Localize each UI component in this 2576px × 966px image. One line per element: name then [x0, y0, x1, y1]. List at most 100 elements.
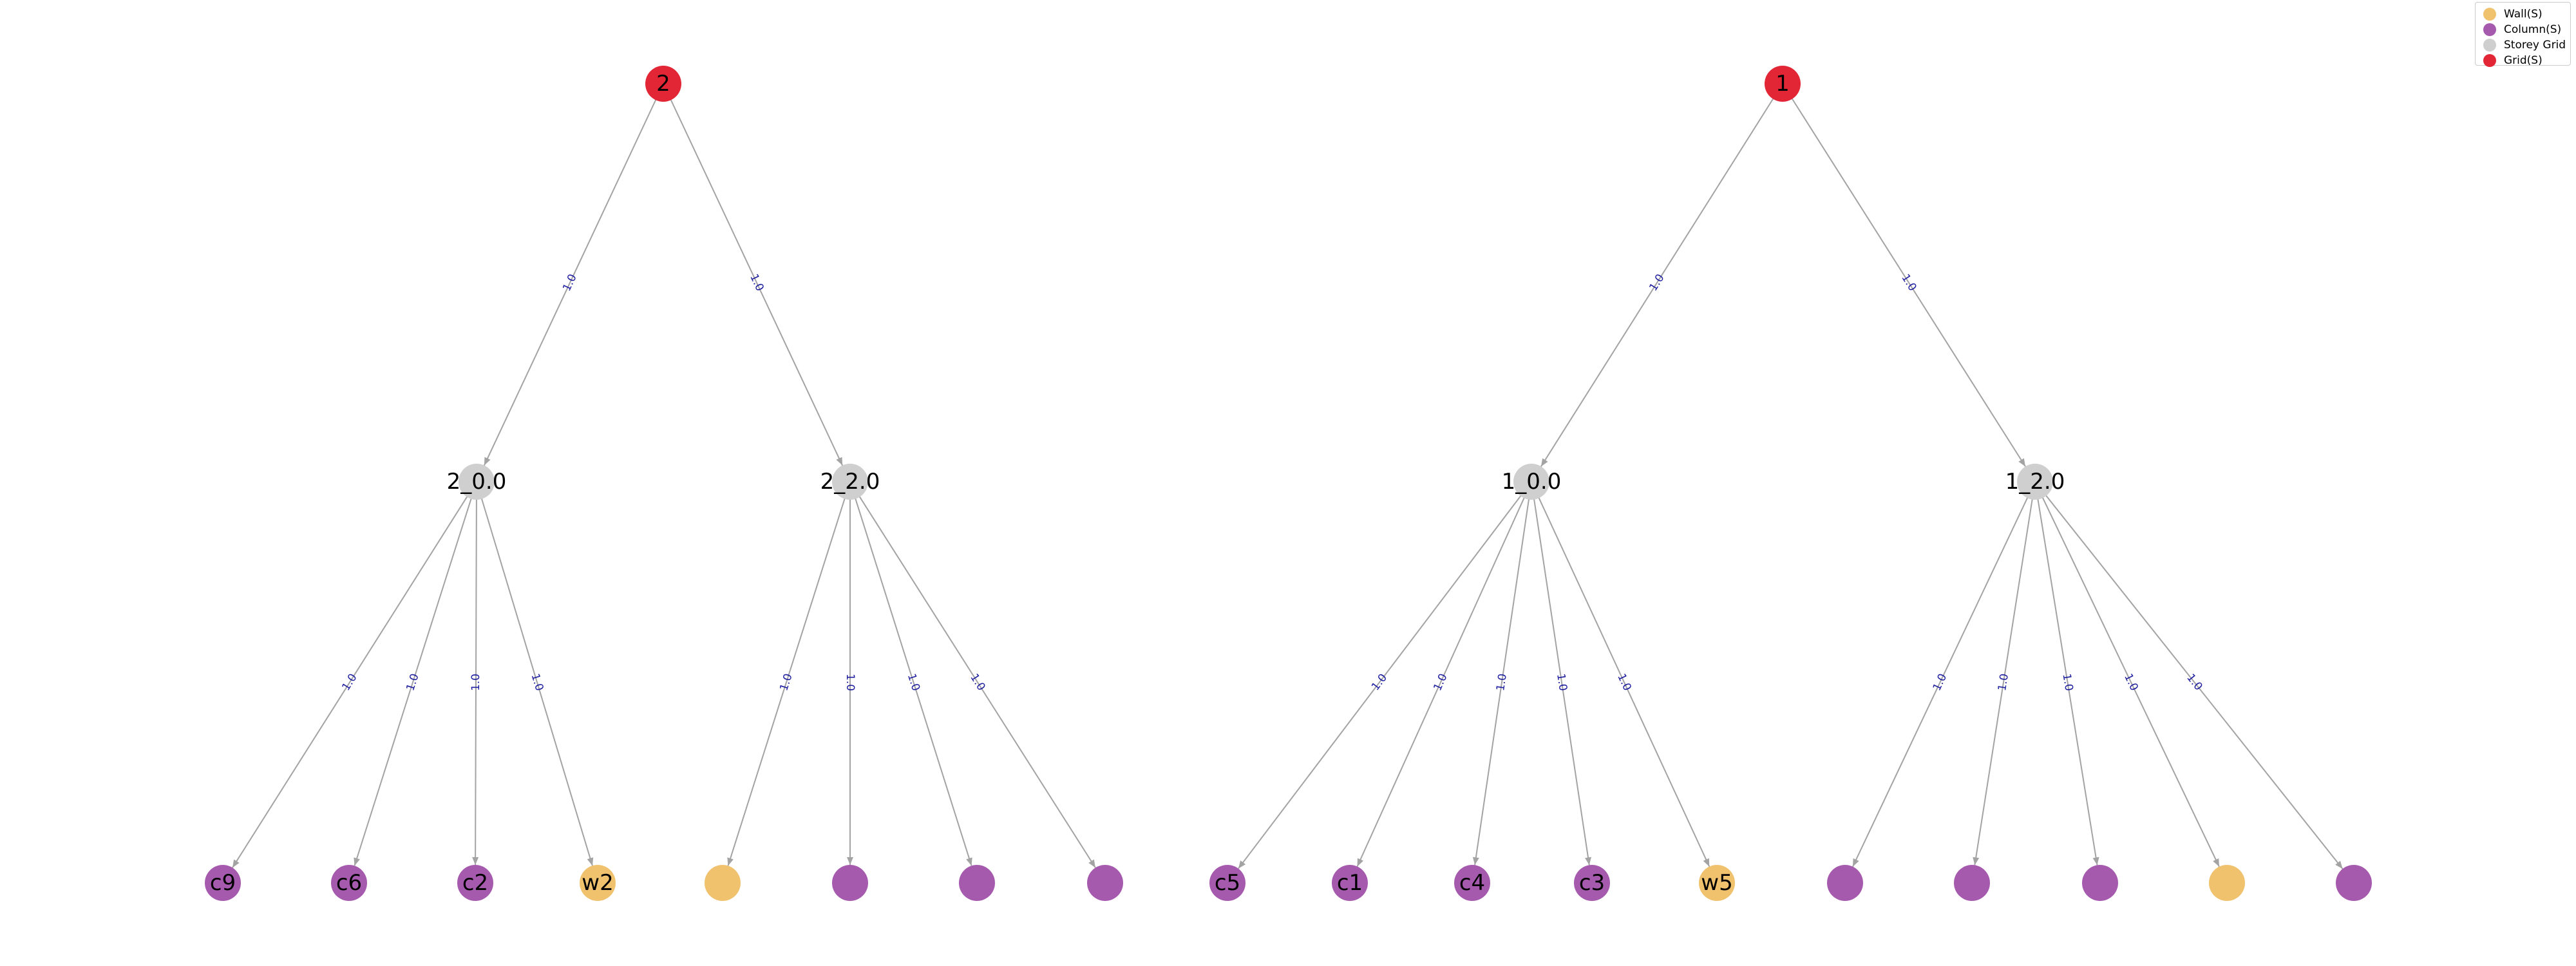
edge-weight-label: 1.0 [844, 674, 857, 691]
column-node-circle [457, 865, 493, 901]
node-n7 [959, 865, 995, 901]
edge-weight-label: 1.0 [404, 672, 421, 693]
storey-grid-node-circle [459, 464, 495, 500]
edge-s2_2-n5 [727, 481, 851, 866]
node-label: 2 [656, 71, 670, 97]
edge-arrowhead [1088, 859, 1095, 868]
node-label: c4 [1459, 870, 1485, 896]
edge-weight-label: 1.0 [1369, 672, 1390, 694]
edge-weight-label: 1.0 [1899, 272, 1918, 294]
edge-arrowhead [2335, 860, 2343, 869]
node-label: 1_0.0 [1502, 469, 1562, 495]
node-s1_2: 1_2.0 [2005, 464, 2065, 500]
node-s2_0: 2_0.0 [447, 464, 507, 500]
wall-node-circle [1699, 865, 1735, 901]
node-c5: c5 [1209, 865, 1245, 901]
edge-weight-label: 1.0 [967, 672, 987, 694]
node-label: c2 [462, 870, 488, 896]
edge-s1_0-c3 [1531, 481, 1590, 866]
edge-arrowhead [1703, 858, 1710, 867]
edge-arrowhead [1585, 857, 1591, 866]
column-node-circle [959, 865, 995, 901]
edge-arrowhead [484, 457, 491, 466]
column-node-circle [1454, 865, 1490, 901]
node-n18 [2336, 865, 2372, 901]
node-c6: c6 [331, 865, 367, 901]
node-label: w2 [582, 870, 613, 896]
edge-weight-label: 1.0 [777, 672, 795, 693]
edge-arrowhead [966, 857, 972, 866]
edge-g1-s1_0 [1540, 83, 1783, 467]
node-n16 [2082, 865, 2118, 901]
column-node-circle [1954, 865, 1990, 901]
edge-arrowhead [1357, 858, 1364, 867]
edge-weight-label: 1.0 [747, 272, 766, 294]
node-label: c6 [336, 870, 362, 896]
column-node-circle [1332, 865, 1368, 901]
node-c1: c1 [1332, 865, 1368, 901]
storey-grid-node-circle [2017, 464, 2053, 500]
wall-node-circle [580, 865, 616, 901]
storey-grid-node-circle [832, 464, 868, 500]
edge-weight-label: 1.0 [1996, 673, 2011, 692]
node-c4: c4 [1454, 865, 1490, 901]
edge-weight-label: 1.0 [1615, 672, 1634, 693]
edge-weight-label: 1.0 [1554, 673, 1569, 692]
node-s2_2: 2_2.0 [820, 464, 880, 500]
edge-arrowhead [232, 859, 240, 868]
node-n17 [2209, 865, 2245, 901]
edge-s2_2-n7 [849, 481, 972, 866]
legend-swatch-storey-grid [2483, 39, 2496, 52]
node-w5: w5 [1699, 865, 1735, 901]
node-label: 2_0.0 [447, 469, 507, 495]
edge-arrowhead [354, 857, 360, 866]
edge-s1_2-n14 [1852, 481, 2036, 867]
edge-arrowhead [1238, 860, 1246, 869]
edge-arrowhead [1973, 857, 1980, 866]
edge-weight-label: 1.0 [469, 674, 482, 691]
node-n6 [832, 865, 868, 901]
edge-arrowhead [2213, 858, 2219, 867]
edge-arrowhead [2018, 458, 2026, 467]
column-node-circle [205, 865, 241, 901]
edge-arrowhead [587, 857, 594, 866]
edge-weight-label: 1.0 [2121, 672, 2141, 693]
node-c3: c3 [1574, 865, 1610, 901]
edge-arrowhead [1852, 858, 1859, 867]
column-node-circle [832, 865, 868, 901]
legend-swatch-grid [2483, 54, 2496, 67]
edge-arrowhead [472, 857, 479, 866]
edge-s2_0-c9 [232, 481, 477, 868]
edge-g1-s1_2 [1782, 83, 2026, 467]
edge-g2-s2_2 [663, 83, 844, 466]
edge-weight-label: 1.0 [905, 672, 922, 693]
node-s1_0: 1_0.0 [1502, 464, 1562, 500]
edge-arrowhead [1472, 857, 1479, 866]
edge-weight-label: 1.0 [1494, 673, 1510, 692]
edge-weight-label: 1.0 [1931, 672, 1950, 693]
nodes-layer: 2 1 2_0.0 2_2.0 1_0.0 1_2.0 c9 c6 c2 w2 c5 c1 c4 c3 w5 [205, 66, 2372, 901]
node-n5 [705, 865, 741, 901]
edge-weight-label: 1.0 [2060, 673, 2075, 692]
edge-s1_2-n18 [2034, 481, 2344, 869]
legend-label-storey-grid: Storey Grid [2504, 39, 2566, 52]
node-label: c3 [1579, 870, 1605, 896]
edge-arrowhead [847, 857, 853, 865]
edge-s1_2-n17 [2034, 481, 2220, 867]
node-label: 1_2.0 [2005, 469, 2065, 495]
node-c2: c2 [457, 865, 493, 901]
legend: Wall(S) Column(S) Storey Grid Grid(S) [2475, 2, 2571, 68]
node-label: c1 [1337, 870, 1363, 896]
column-node-circle [1087, 865, 1123, 901]
edge-weight-label: 1.0 [2184, 672, 2204, 694]
edge-weight-label: 1.0 [1431, 672, 1450, 693]
edge-weight-label: 1.0 [1647, 272, 1667, 294]
node-label: c9 [210, 870, 236, 896]
legend-swatch-column [2483, 23, 2496, 36]
edge-s2_0-c2 [475, 481, 477, 866]
legend-swatch-wall [2483, 8, 2496, 21]
edge-weight-label: 1.0 [339, 672, 359, 694]
edge-s1_2-n16 [2034, 481, 2098, 866]
edge-s2_2-n8 [849, 481, 1096, 868]
legend-item-grid: Grid(S) [2483, 53, 2543, 68]
